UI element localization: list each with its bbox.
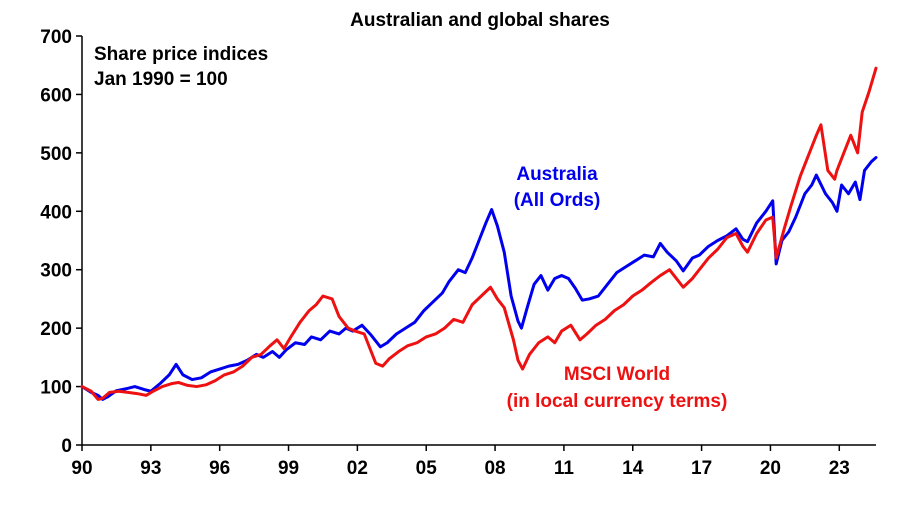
y-ticks: 0 100 200 300 400 500 600 700 [40,27,82,457]
axes [81,36,876,446]
x-tick-label: 17 [691,458,712,479]
y-tick-label: 600 [40,85,72,106]
y-tick-label: 400 [40,202,72,223]
x-ticks: 90 93 96 99 02 05 08 11 14 17 20 23 [71,445,850,479]
y-tick-label: 300 [40,261,72,282]
x-tick-label: 20 [760,458,781,479]
x-tick-label: 05 [416,458,438,479]
x-tick-label: 96 [209,458,230,479]
series-label-australia-line-1: Australia [516,164,598,185]
chart-annotation: Share price indices Jan 1990 = 100 [94,44,268,90]
y-tick-label: 500 [40,144,72,165]
x-tick-label: 11 [554,458,575,479]
y-tick-label: 0 [61,436,72,457]
series-layer [80,66,878,401]
x-tick-label: 93 [140,458,161,479]
series-label-msci-line-2: (in local currency terms) [507,391,728,412]
y-tick-label: 700 [40,27,72,48]
x-tick-label: 02 [347,458,368,479]
series-label-australia-line-2: (All Ords) [514,190,601,211]
annotation-line-2: Jan 1990 = 100 [94,69,228,90]
x-tick-label: 14 [622,458,644,479]
x-tick-label: 90 [71,458,92,479]
x-tick-label: 08 [484,458,505,479]
y-tick-label: 200 [40,319,72,340]
series-line-msci-world [80,66,878,401]
series-labels: Australia (All Ords) MSCI World (in loca… [507,164,728,412]
y-tick-label: 100 [40,378,72,399]
annotation-line-1: Share price indices [94,44,268,65]
x-tick-label: 23 [829,458,850,479]
x-tick-label: 99 [278,458,299,479]
series-label-msci-line-1: MSCI World [564,364,670,385]
chart-title: Australian and global shares [350,10,610,31]
series-line-australia [80,156,878,401]
